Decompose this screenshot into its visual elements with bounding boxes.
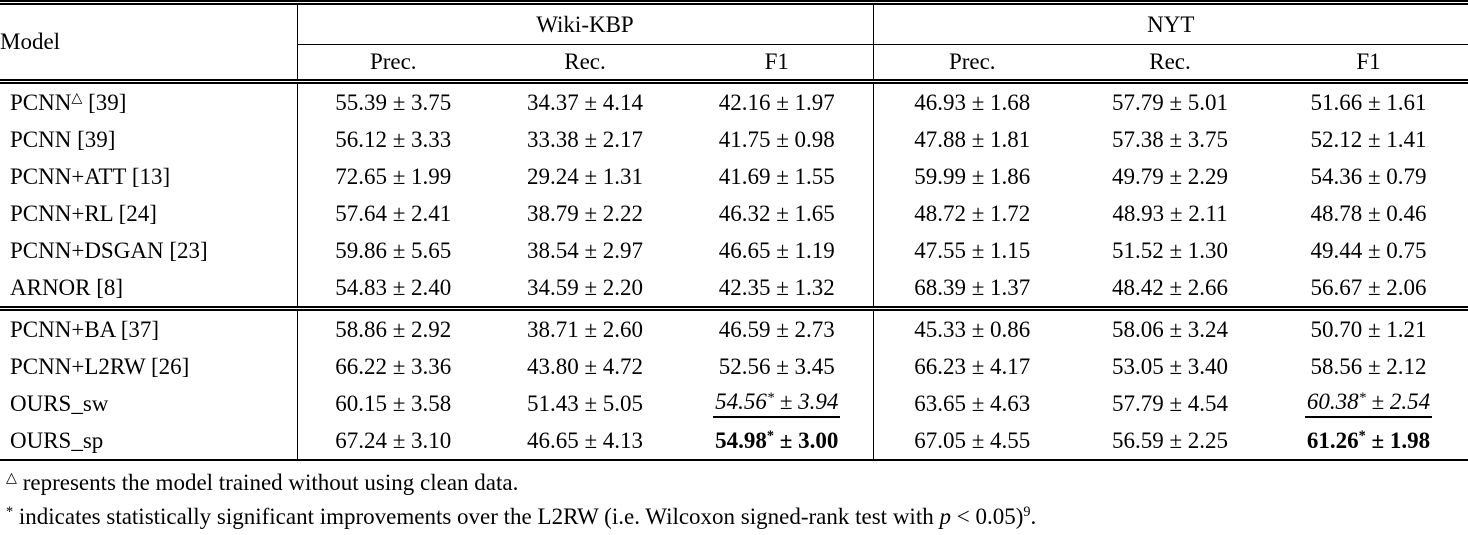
metric-value-cell: 59.99 ± 1.86: [914, 163, 1031, 189]
metric-value-cell: 41.75 ± 0.98: [681, 121, 874, 158]
model-name-cell: PCNN+BA [37]: [0, 306, 298, 348]
model-name-cell: ARNOR [8]: [0, 269, 298, 309]
table-row: PCNN+BA [37] 58.86 ± 2.92 38.71 ± 2.60 46.5…: [0, 306, 1468, 348]
metric-value-cell: 29.24 ± 1.31: [526, 163, 644, 189]
metric-value-cell: 49.79 ± 2.29: [1111, 163, 1229, 189]
metric-value-cell: 57.79 ± 4.54: [1111, 390, 1229, 416]
metric-value-cell: 57.64 ± 2.41: [335, 200, 452, 226]
metric-value-cell: 48.42 ± 2.66: [1111, 274, 1229, 300]
metric-value-cell: 51.43 ± 5.05: [526, 390, 644, 416]
metric-value-cell: 61.26* ± 1.98: [1269, 422, 1468, 461]
metric-value-cell: 54.36 ± 0.79: [1310, 163, 1427, 189]
metric-value-cell: 46.93 ± 1.68: [914, 89, 1031, 115]
table-row: OURS_sp 67.24 ± 3.10 46.65 ± 4.13 54.98* ± …: [0, 422, 1468, 461]
footnote-triangle: △ represents the model trained without u…: [6, 470, 519, 495]
model-name-cell: PCNN+DSGAN [23]: [0, 232, 298, 269]
table-row: PCNN+ATT [13] 72.65 ± 1.99 29.24 ± 1.31 41.…: [0, 158, 1468, 195]
model-name-cell: PCNN+RL [24]: [0, 195, 298, 232]
metric-value-cell: 48.93 ± 2.11: [1112, 200, 1228, 226]
metric-value-cell: 52.12 ± 1.41: [1310, 126, 1427, 152]
footnote-asterisk: * indicates statistically significant im…: [6, 504, 1037, 529]
metric-value-cell: 41.69 ± 1.55: [681, 158, 874, 195]
metric-value-cell: 58.56 ± 2.12: [1310, 353, 1427, 379]
column-header-wiki-f1: F1: [681, 44, 874, 84]
column-group-nyt: NYT: [873, 2, 1468, 45]
header-metric-row: Prec. Rec. F1 Prec. Rec. F1: [0, 44, 1468, 84]
metric-value-cell: 66.23 ± 4.17: [914, 353, 1031, 379]
column-header-model: Model: [0, 2, 298, 84]
metric-value-cell: 59.86 ± 5.65: [335, 237, 452, 263]
metric-value-cell: 60.15 ± 3.58: [335, 390, 452, 416]
table-row: OURS_sw 60.15 ± 3.58 51.43 ± 5.05 54.56* ± …: [0, 385, 1468, 422]
metric-value-cell: 42.35 ± 1.32: [681, 269, 874, 309]
results-table: Model Wiki-KBP NYT Prec. Rec. F1 Prec. R…: [0, 0, 1468, 461]
model-name-cell: OURS_sp: [0, 422, 298, 461]
metric-value-cell: 51.66 ± 1.61: [1310, 89, 1427, 115]
metric-value-cell: 38.54 ± 2.97: [526, 237, 644, 263]
metric-value-cell: 46.65 ± 1.19: [681, 232, 874, 269]
metric-value-cell: 46.32 ± 1.65: [681, 195, 874, 232]
metric-value-cell: 48.78 ± 0.46: [1310, 200, 1427, 226]
model-name-cell: PCNN+L2RW [26]: [0, 348, 298, 385]
column-header-wiki-rec: Rec.: [489, 44, 681, 84]
metric-value-cell: 56.59 ± 2.25: [1071, 422, 1269, 461]
metric-value-cell: 57.38 ± 3.75: [1111, 126, 1229, 152]
metric-value-cell: 34.59 ± 2.20: [526, 274, 644, 300]
header-group-row: Model Wiki-KBP NYT: [0, 2, 1468, 84]
model-name-cell: OURS_sw: [0, 385, 298, 422]
metric-value-cell: 33.38 ± 2.17: [526, 126, 644, 152]
table-footnotes: △ represents the model trained without u…: [0, 461, 1468, 534]
model-name-cell: PCNN [39]: [0, 121, 298, 158]
metric-value-cell: 56.12 ± 3.33: [335, 126, 452, 152]
table-row: PCNN△ [39] 55.39 ± 3.75 34.37 ± 4.14 42.16 …: [0, 81, 1468, 121]
metric-value-cell: 68.39 ± 1.37: [914, 274, 1031, 300]
metric-value-cell: 47.88 ± 1.81: [914, 126, 1031, 152]
metric-value-cell: 48.72 ± 1.72: [914, 200, 1031, 226]
table-row: PCNN+DSGAN [23] 59.86 ± 5.65 38.54 ± 2.97 4…: [0, 232, 1468, 269]
table-row: PCNN [39] 56.12 ± 3.33 33.38 ± 2.17 41.75 ±…: [0, 121, 1468, 158]
metric-value-cell: 43.80 ± 4.72: [526, 353, 644, 379]
column-group-wiki-kbp: Wiki-KBP: [297, 2, 874, 45]
metric-value-cell: 38.79 ± 2.22: [526, 200, 644, 226]
metric-value-cell: 67.24 ± 3.10: [297, 422, 489, 461]
metric-value-cell: 58.86 ± 2.92: [297, 306, 489, 348]
table-row: PCNN+L2RW [26] 66.22 ± 3.36 43.80 ± 4.72 52…: [0, 348, 1468, 385]
metric-value-cell: 54.56* ± 3.94: [681, 385, 874, 422]
metric-value-cell: 56.67 ± 2.06: [1310, 274, 1427, 300]
metric-value-cell: 72.65 ± 1.99: [335, 163, 452, 189]
metric-value-cell: 67.05 ± 4.55: [873, 422, 1071, 461]
metric-value-cell: 51.52 ± 1.30: [1111, 237, 1229, 263]
metric-value-cell: 58.06 ± 3.24: [1071, 306, 1269, 348]
metric-value-cell: 54.83 ± 2.40: [335, 274, 452, 300]
metric-value-cell: 50.70 ± 1.21: [1269, 306, 1468, 348]
metric-value-cell: 46.59 ± 2.73: [681, 306, 874, 348]
metric-value-cell: 42.16 ± 1.97: [681, 81, 874, 121]
metric-value-cell: 49.44 ± 0.75: [1310, 237, 1427, 263]
table-row: ARNOR [8] 54.83 ± 2.40 34.59 ± 2.20 42.35 ±…: [0, 269, 1468, 309]
table-row: PCNN+RL [24] 57.64 ± 2.41 38.79 ± 2.22 46.3…: [0, 195, 1468, 232]
metric-value-cell: 53.05 ± 3.40: [1111, 353, 1229, 379]
column-header-wiki-prec: Prec.: [297, 44, 489, 84]
metric-value-cell: 34.37 ± 4.14: [526, 89, 644, 115]
metric-value-cell: 55.39 ± 3.75: [335, 89, 452, 115]
metric-value-cell: 54.98* ± 3.00: [681, 422, 874, 461]
column-header-nyt-prec: Prec.: [873, 44, 1071, 84]
metric-value-cell: 47.55 ± 1.15: [914, 237, 1031, 263]
metric-value-cell: 66.22 ± 3.36: [335, 353, 452, 379]
metric-value-cell: 38.71 ± 2.60: [489, 306, 681, 348]
model-name-cell: PCNN△ [39]: [0, 81, 298, 121]
model-name-cell: PCNN+ATT [13]: [0, 158, 298, 195]
metric-value-cell: 45.33 ± 0.86: [873, 306, 1071, 348]
metric-value-cell: 52.56 ± 3.45: [681, 348, 874, 385]
metric-value-cell: 60.38* ± 2.54: [1269, 385, 1468, 422]
metric-value-cell: 63.65 ± 4.63: [914, 390, 1031, 416]
metric-value-cell: 57.79 ± 5.01: [1111, 89, 1229, 115]
column-header-nyt-rec: Rec.: [1071, 44, 1269, 84]
metric-value-cell: 46.65 ± 4.13: [489, 422, 681, 461]
column-header-nyt-f1: F1: [1269, 44, 1468, 84]
